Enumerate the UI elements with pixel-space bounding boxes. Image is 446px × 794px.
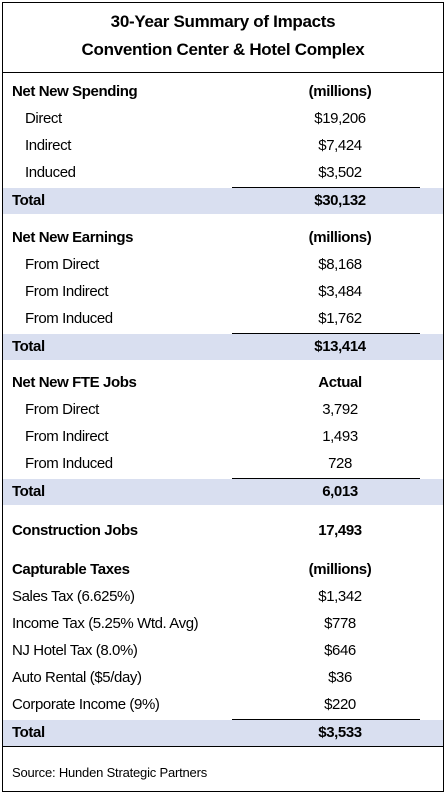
row-value: 1,493 (322, 428, 358, 445)
row-value: $646 (324, 642, 356, 659)
row-label: Direct (25, 110, 62, 127)
row-value: $8,168 (318, 256, 362, 273)
section-unit: (millions) (308, 83, 372, 100)
row-value: $7,424 (318, 137, 362, 154)
rule (232, 478, 420, 479)
total-label: Total (12, 483, 45, 500)
rule (3, 72, 443, 73)
total-label: Total (12, 338, 45, 355)
row-label: From Indirect (25, 283, 109, 300)
row-label: Income Tax (5.25% Wtd. Avg) (12, 615, 199, 632)
title: 30-Year Summary of Impacts (110, 12, 336, 31)
row-value: $1,762 (318, 310, 362, 327)
section-heading: Construction Jobs (12, 522, 138, 539)
row-value: $778 (324, 615, 356, 632)
row-label: From Indirect (25, 428, 109, 445)
section-heading: Capturable Taxes (12, 561, 130, 578)
total-shade (3, 188, 443, 214)
row-label: Induced (25, 164, 76, 181)
section-heading: Net New FTE Jobs (12, 374, 137, 391)
section-heading: Net New Earnings (12, 229, 134, 246)
rule (232, 187, 420, 188)
row-value: $1,342 (318, 588, 362, 605)
total-shade (3, 720, 443, 746)
total-value: $13,414 (314, 338, 366, 355)
total-label: Total (12, 192, 45, 209)
section-unit: Actual (318, 374, 362, 391)
row-value: $3,502 (318, 164, 362, 181)
total-value: $30,132 (314, 192, 366, 209)
total-value: $3,533 (318, 724, 362, 741)
row-label: Sales Tax (6.625%) (12, 588, 135, 605)
rule (232, 333, 420, 334)
total-shade (3, 334, 443, 360)
row-value: $19,206 (314, 110, 366, 127)
total-label: Total (12, 724, 45, 741)
section-unit: (millions) (308, 561, 372, 578)
row-label: From Direct (25, 256, 99, 273)
section-unit: (millions) (308, 229, 372, 246)
rule (232, 719, 420, 720)
row-value: 3,792 (322, 401, 358, 418)
section-heading: Net New Spending (12, 83, 138, 100)
row-label: NJ Hotel Tax (8.0%) (12, 642, 138, 659)
subtitle: Convention Center & Hotel Complex (81, 40, 365, 59)
row-value: 728 (328, 455, 352, 472)
row-label: From Induced (25, 310, 113, 327)
row-label: Corporate Income (9%) (12, 696, 160, 713)
row-label: From Direct (25, 401, 99, 418)
total-shade (3, 479, 443, 505)
row-label: From Induced (25, 455, 113, 472)
row-label: Auto Rental ($5/day) (12, 669, 142, 686)
row-value: $220 (324, 696, 356, 713)
row-value: $3,484 (318, 283, 362, 300)
rule (3, 746, 443, 747)
row-label: Indirect (25, 137, 71, 154)
total-value: 6,013 (322, 483, 358, 500)
section-unit: 17,493 (318, 522, 362, 539)
row-value: $36 (328, 669, 352, 686)
source: Source: Hunden Strategic Partners (12, 765, 208, 780)
